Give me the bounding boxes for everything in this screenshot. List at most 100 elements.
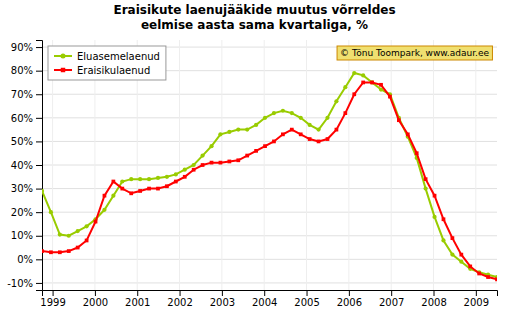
x-grid-line: [433, 40, 434, 290]
y-grid-line: [42, 212, 497, 213]
series-point: [84, 224, 88, 228]
series-point: [290, 128, 294, 132]
series-point: [335, 128, 339, 132]
x-tick: 2005: [294, 290, 319, 308]
x-tick-mark: [53, 290, 54, 296]
series-point: [352, 71, 356, 75]
series-point: [58, 232, 62, 236]
y-tick: 60%: [11, 113, 42, 124]
series-point: [174, 172, 178, 176]
x-tick-label: 2002: [167, 297, 192, 308]
series-point: [290, 111, 294, 115]
y-axis: -10%0%10%20%30%40%50%60%70%80%90%: [7, 41, 42, 291]
series-point: [477, 272, 481, 276]
series-point: [263, 144, 267, 148]
series-point: [308, 123, 312, 127]
series-point: [218, 132, 222, 136]
y-tick-mark: [36, 236, 42, 237]
series-point: [308, 137, 312, 141]
x-axis-line: [43, 291, 498, 297]
y-tick-mark: [36, 259, 42, 260]
x-tick-label: 2000: [83, 297, 108, 308]
x-grid-line: [264, 40, 265, 290]
y-tick-mark: [36, 118, 42, 119]
y-tick: 90%: [11, 42, 42, 53]
series-point: [406, 132, 410, 136]
x-tick-label: 1999: [40, 297, 65, 308]
y-tick: 30%: [11, 183, 42, 194]
y-tick-mark: [36, 212, 42, 213]
series-point: [432, 215, 436, 219]
series-point: [317, 140, 321, 144]
y-tick-mark: [36, 141, 42, 142]
y-tick-label: 30%: [11, 183, 33, 194]
y-tick: 0%: [17, 254, 42, 265]
series-point: [477, 270, 481, 274]
x-tick-label: 2004: [252, 297, 277, 308]
series-point: [42, 249, 44, 253]
y-axis-line: [36, 41, 43, 291]
series-point: [334, 99, 338, 103]
y-tick-mark: [36, 71, 42, 72]
y-tick-label: 40%: [11, 160, 33, 171]
x-tick-mark: [476, 290, 477, 296]
series-point: [263, 116, 267, 120]
y-tick: 50%: [11, 136, 42, 147]
series-point: [316, 128, 320, 132]
x-tick-label: 2001: [125, 297, 150, 308]
series: [42, 71, 497, 279]
y-grid-line: [42, 94, 497, 95]
series-point: [120, 187, 124, 191]
x-grid-line: [179, 40, 180, 290]
y-tick-mark: [36, 94, 42, 95]
x-grid-line: [306, 40, 307, 290]
plot-area: [42, 71, 497, 281]
series-point: [192, 163, 196, 167]
x-tick-mark: [180, 290, 181, 296]
x-tick: 2003: [210, 290, 235, 308]
series-point: [58, 250, 62, 254]
series-line: [42, 73, 497, 277]
series-point: [254, 149, 258, 153]
x-tick-mark: [307, 290, 308, 296]
y-tick: 70%: [11, 89, 42, 100]
series-point: [433, 194, 437, 198]
x-tick: 2001: [125, 290, 150, 308]
annotation: © Tõnu Toompark, www.adaur.ee: [337, 46, 492, 60]
y-grid-line: [42, 282, 497, 283]
y-tick-mark: [36, 165, 42, 166]
series-point: [272, 111, 276, 115]
series-point: [343, 85, 347, 89]
series-point: [174, 180, 178, 184]
series-point: [183, 175, 187, 179]
series-point: [192, 168, 196, 172]
series-point: [379, 83, 383, 87]
series-point: [325, 116, 329, 120]
y-grid-line: [42, 117, 497, 118]
series-point: [156, 187, 160, 191]
title: Eraisikute laenujääkide muutus võrreldes…: [113, 3, 395, 32]
x-tick-label: 2005: [294, 297, 319, 308]
series-point: [486, 275, 490, 279]
series-point: [183, 168, 187, 172]
series-point: [129, 191, 133, 195]
series-point: [67, 234, 71, 238]
y-tick-label: 70%: [11, 89, 33, 100]
series-point: [138, 189, 142, 193]
legend-label: Eluasemelaenud: [77, 51, 160, 62]
series-point: [49, 210, 53, 214]
legend-label: Eraisikulaenud: [77, 65, 150, 76]
series-point: [468, 265, 472, 269]
series-point: [281, 109, 285, 113]
x-tick-label: 2003: [210, 297, 235, 308]
y-tick-label: 60%: [11, 113, 33, 124]
series-point: [352, 92, 356, 96]
series-point: [76, 246, 80, 250]
legend: Eluasemelaenud Eraisikulaenud: [48, 46, 166, 80]
series-point: [495, 278, 497, 282]
series-point: [165, 175, 169, 179]
y-grid-line: [42, 141, 497, 142]
series-point: [49, 250, 53, 254]
series-point: [156, 176, 160, 180]
series-point: [343, 111, 347, 115]
